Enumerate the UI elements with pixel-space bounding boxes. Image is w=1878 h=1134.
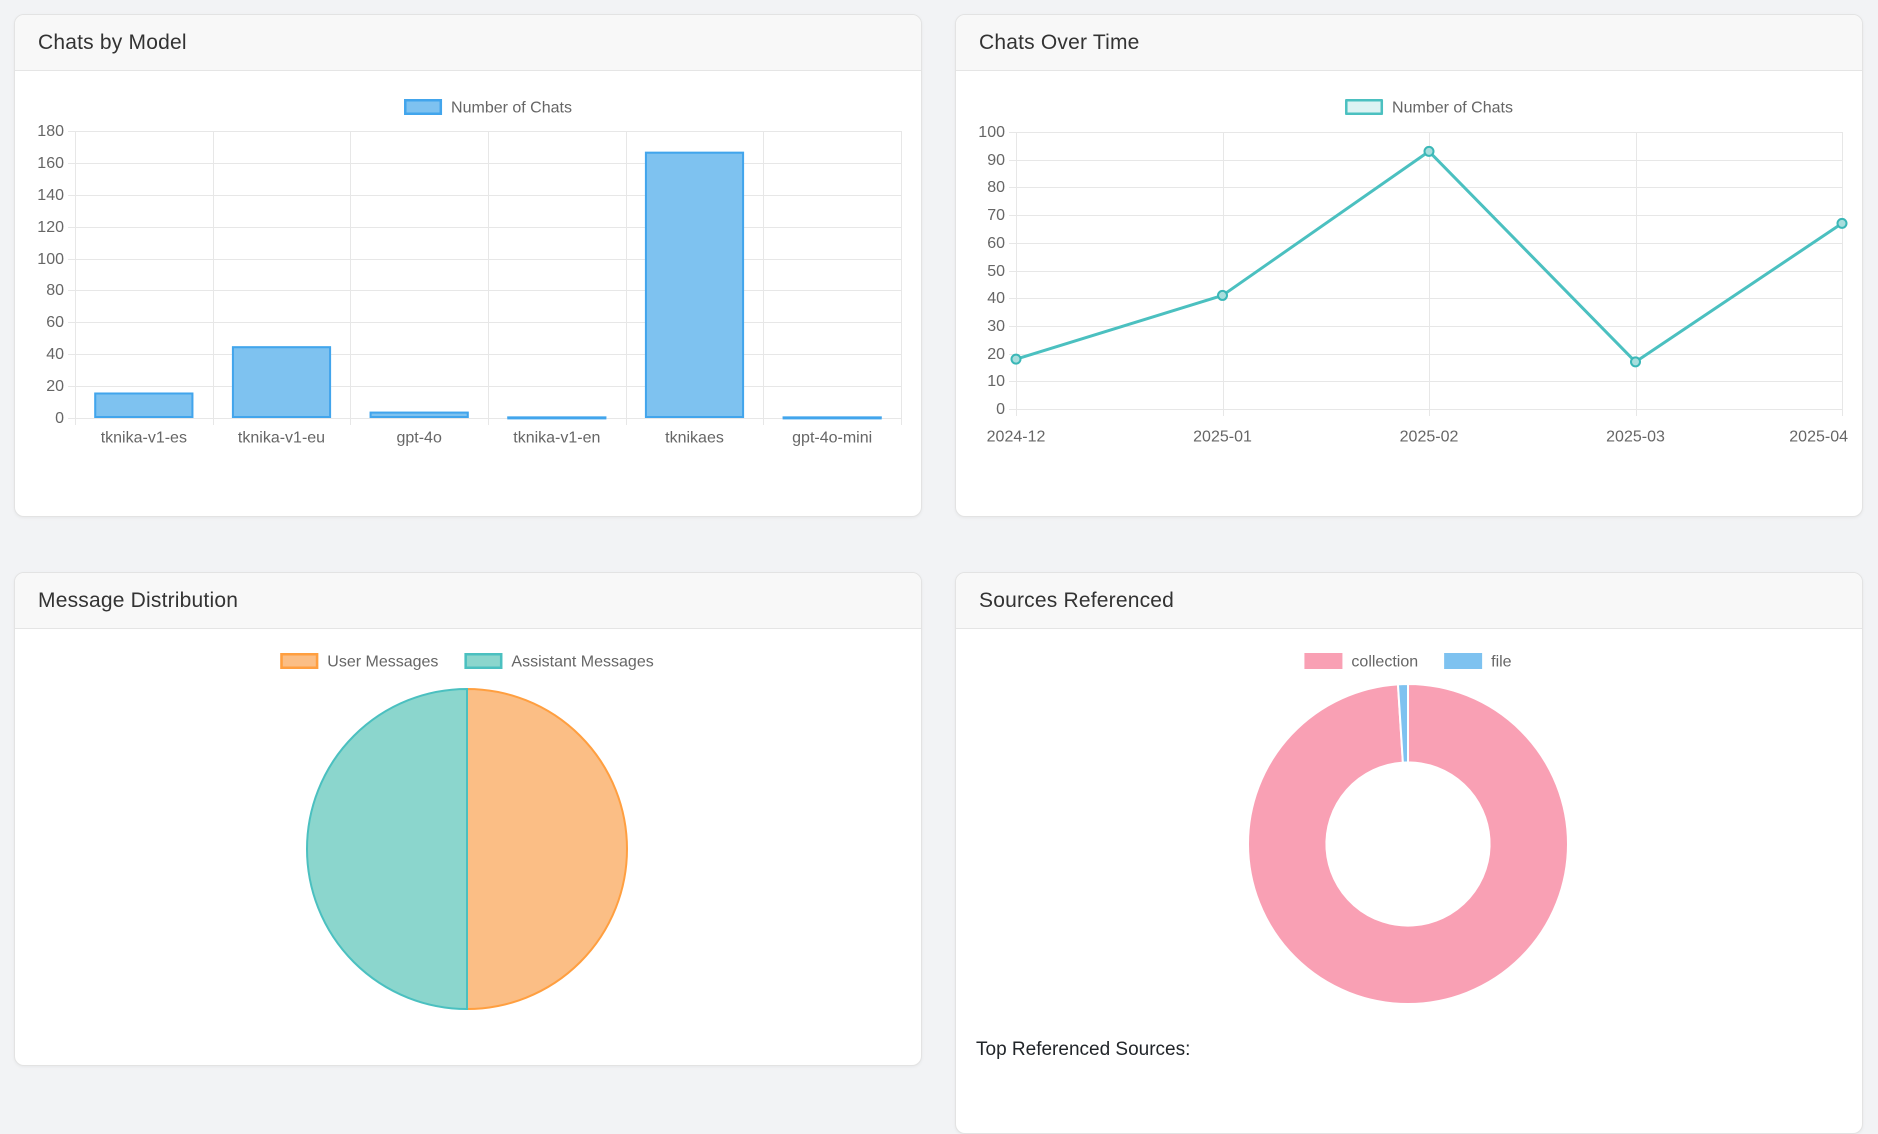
top-referenced-sources-label: Top Referenced Sources:: [976, 1039, 1191, 1060]
card-sources-referenced: Sources Referenced Top Referenced Source…: [955, 572, 1863, 1134]
dashboard-row-top: Chats by Model Chats Over Time: [0, 0, 1878, 517]
doughnut-chart-sources-referenced[interactable]: [966, 639, 1850, 1029]
bar-chart-chats-by-model[interactable]: [25, 81, 909, 489]
card-body-message-distribution: [15, 629, 921, 1057]
card-message-distribution: Message Distribution: [14, 572, 922, 1066]
card-body-chats-by-model: [15, 71, 921, 499]
card-title-sources-referenced: Sources Referenced: [956, 573, 1862, 629]
pie-chart-message-distribution[interactable]: [25, 639, 909, 1047]
card-title-message-distribution: Message Distribution: [15, 573, 921, 629]
card-body-sources-referenced: Top Referenced Sources:: [956, 629, 1862, 1071]
card-chats-by-model: Chats by Model: [14, 14, 922, 517]
line-chart-chats-over-time[interactable]: [966, 81, 1850, 489]
card-title-chats-by-model: Chats by Model: [15, 15, 921, 71]
dashboard-row-bottom: Message Distribution Sources Referenced …: [0, 572, 1878, 1134]
card-body-chats-over-time: [956, 71, 1862, 499]
card-title-chats-over-time: Chats Over Time: [956, 15, 1862, 71]
card-chats-over-time: Chats Over Time: [955, 14, 1863, 517]
